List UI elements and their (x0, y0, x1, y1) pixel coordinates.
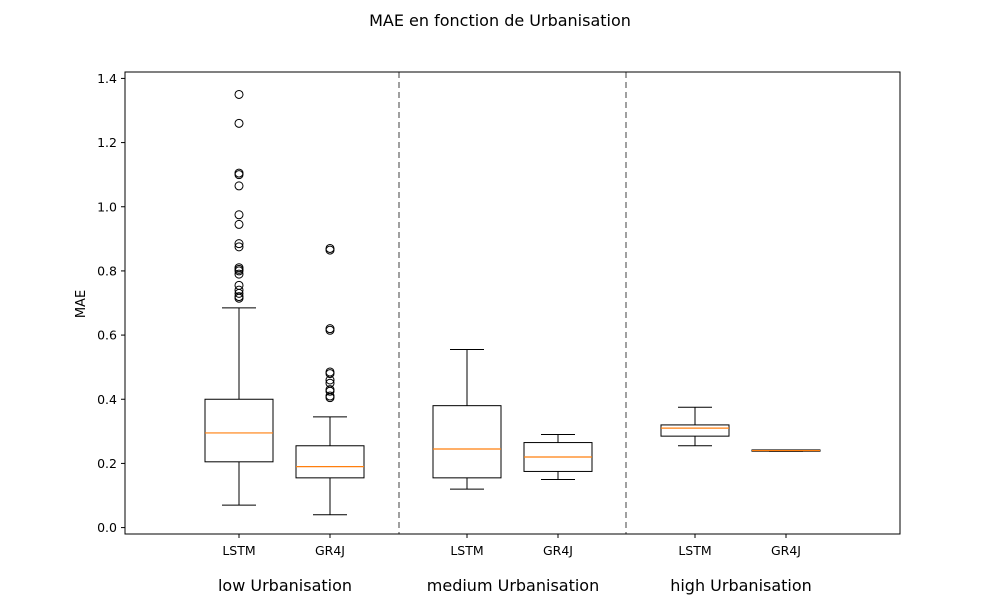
y-tick-label: 1.2 (97, 135, 117, 150)
y-tick-label: 0.2 (97, 456, 117, 471)
boxplot-lstm: LSTM (660, 406, 730, 558)
y-tick-label: 0.4 (97, 392, 117, 407)
outlier-point (234, 263, 244, 273)
outlier-point (325, 385, 335, 395)
boxplot-lstm: LSTM (204, 89, 274, 558)
outlier-point (325, 324, 335, 334)
boxplot-gr4j: GR4J (295, 243, 365, 558)
x-tick-label: GR4J (315, 543, 345, 558)
box-group: LSTM GR4J low Urbanisation (204, 89, 365, 595)
group-label: low Urbanisation (218, 576, 352, 595)
y-tick-label: 1.4 (97, 71, 117, 86)
outlier-point (325, 378, 335, 388)
outlier-point (234, 210, 244, 220)
y-tick-label: 0.8 (97, 263, 117, 278)
x-tick-label: GR4J (543, 543, 573, 558)
y-axis-label: MAE (74, 290, 89, 318)
outlier-point (234, 168, 244, 178)
plot-frame (124, 71, 901, 535)
outlier-point (234, 292, 244, 302)
outlier-point (234, 239, 244, 249)
box-iqr (295, 445, 365, 479)
box-group: LSTM GR4J high Urbanisation (660, 406, 821, 595)
group-label: high Urbanisation (670, 576, 812, 595)
y-tick-label: 1.0 (97, 199, 117, 214)
x-tick-label: LSTM (678, 543, 711, 558)
x-tick-label: LSTM (222, 543, 255, 558)
outlier-point (234, 269, 244, 279)
y-tick-label: 0.0 (97, 520, 117, 535)
outlier-point (234, 89, 244, 99)
box-iqr (432, 405, 502, 479)
outlier-point (325, 391, 335, 401)
chart-title: MAE en fonction de Urbanisation (369, 11, 631, 30)
outlier-point (234, 280, 244, 290)
y-tick-label: 0.6 (97, 328, 117, 343)
boxplot-gr4j: GR4J (523, 434, 593, 558)
outlier-point (234, 242, 244, 252)
group-label: medium Urbanisation (427, 576, 599, 595)
box-group: LSTM GR4J medium Urbanisation (427, 349, 599, 595)
box-iqr (204, 398, 274, 463)
boxplot-gr4j: GR4J (751, 449, 821, 558)
outlier-point (234, 118, 244, 128)
outlier-point (234, 219, 244, 229)
outlier-point (325, 243, 335, 253)
x-tick-label: GR4J (771, 543, 801, 558)
x-tick-label: LSTM (450, 543, 483, 558)
outlier-point (234, 181, 244, 191)
box-iqr (660, 424, 730, 437)
boxplot-lstm: LSTM (432, 349, 502, 558)
outlier-point (234, 285, 244, 295)
outlier-point (325, 367, 335, 377)
plot-area: 0.0 0.2 0.4 0.6 0.8 1.0 1.2 1.4 LSTM GR4J low Urba… (97, 71, 821, 595)
